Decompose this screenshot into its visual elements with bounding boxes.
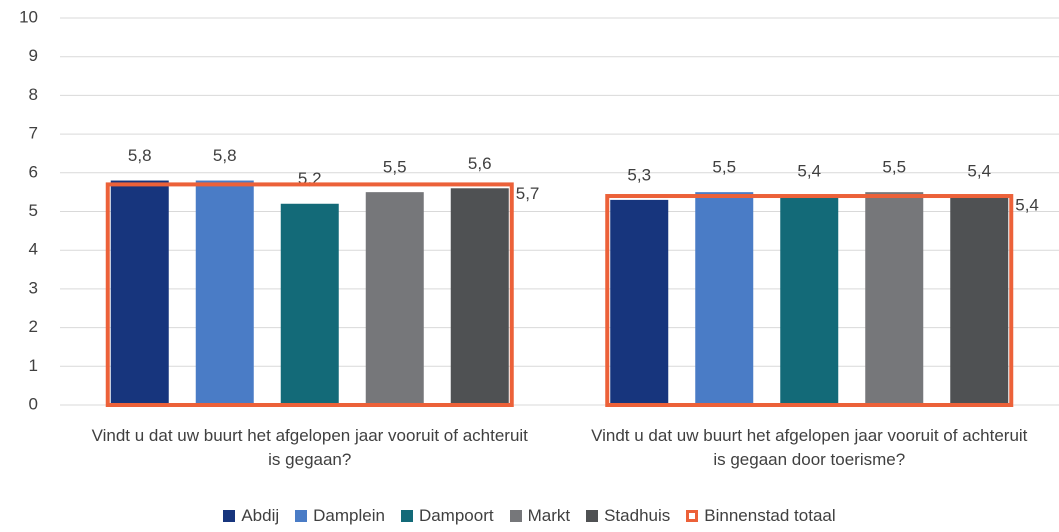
bar <box>780 196 839 405</box>
total-label: 5,4 <box>1015 196 1039 215</box>
value-label: 5,4 <box>797 162 821 181</box>
legend-label: Markt <box>527 506 571 525</box>
legend-item: Binnenstad totaal <box>686 506 836 526</box>
total-outline <box>105 182 514 407</box>
y-tick-label: 9 <box>29 46 38 65</box>
value-label: 5,5 <box>712 158 736 177</box>
value-label: 5,6 <box>468 154 492 173</box>
y-tick-label: 8 <box>29 85 38 104</box>
y-tick-label: 5 <box>29 201 38 220</box>
legend-label: Abdij <box>241 506 280 525</box>
bar <box>950 196 1009 405</box>
total-outline <box>605 194 1014 407</box>
bar <box>195 180 254 405</box>
y-tick-label: 1 <box>29 356 38 375</box>
bar <box>110 180 169 405</box>
value-label: 5,8 <box>213 146 237 165</box>
bar <box>695 192 754 405</box>
y-tick-label: 4 <box>29 240 38 259</box>
value-label: 5,4 <box>967 162 991 181</box>
bar <box>280 203 339 405</box>
legend-swatch <box>295 510 308 522</box>
bar <box>450 188 509 405</box>
x-tick-label: Vindt u dat uw buurt het afgelopen jaar … <box>91 426 528 469</box>
value-label: 5,5 <box>383 158 407 177</box>
value-label: 5,8 <box>128 146 152 165</box>
legend-item: Damplein <box>295 506 385 526</box>
bar <box>865 192 924 405</box>
legend-swatch <box>586 510 599 522</box>
y-tick-label: 10 <box>19 7 38 26</box>
value-label: 5,3 <box>627 165 651 184</box>
legend-swatch <box>223 510 236 522</box>
y-tick-label: 7 <box>29 124 38 143</box>
legend-swatch <box>509 510 522 522</box>
y-tick-label: 3 <box>29 278 38 297</box>
total-label: 5,7 <box>516 184 540 203</box>
value-label: 5,5 <box>882 158 906 177</box>
legend: Abdij Damplein Dampoort Markt Stadhuis Binnen… <box>0 506 1059 526</box>
x-tick-label: Vindt u dat uw buurt het afgelopen jaar … <box>591 426 1028 469</box>
legend-item: Abdij <box>223 506 279 526</box>
y-tick-label: 0 <box>29 394 38 413</box>
bar <box>610 199 669 405</box>
legend-item: Stadhuis <box>586 506 670 526</box>
legend-label: Binnenstad totaal <box>704 506 836 525</box>
legend-item: Markt <box>509 506 571 526</box>
bar <box>365 192 424 405</box>
legend-label: Stadhuis <box>604 506 671 525</box>
legend-swatch <box>686 510 699 522</box>
legend-label: Dampoort <box>418 506 494 525</box>
y-tick-label: 6 <box>29 162 38 181</box>
y-tick-label: 2 <box>29 317 38 336</box>
legend-item: Dampoort <box>400 506 494 526</box>
legend-label: Damplein <box>313 506 385 525</box>
legend-swatch <box>400 510 413 522</box>
